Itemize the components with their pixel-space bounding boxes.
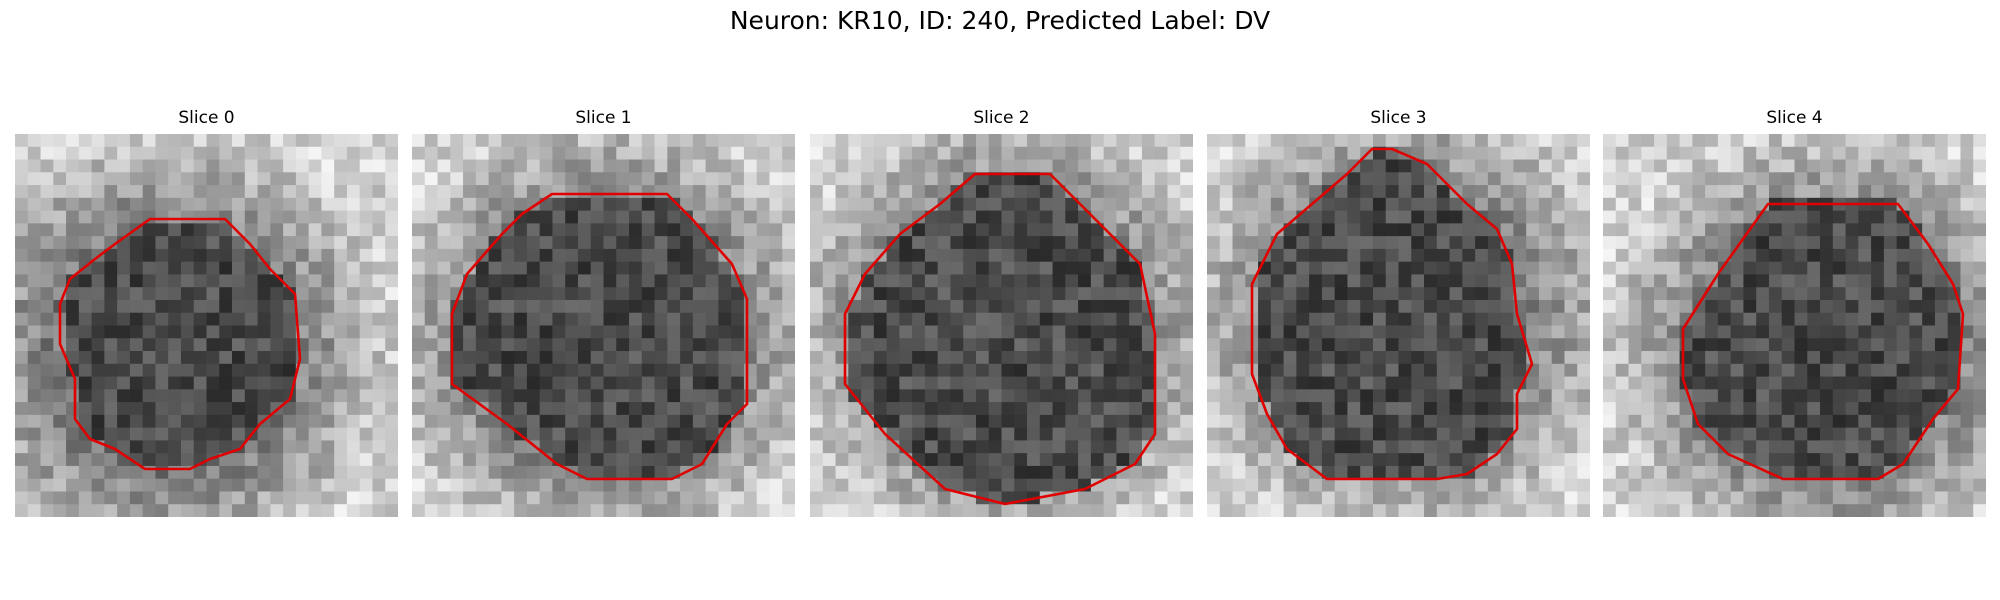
slice-image-4 [1603,134,1986,517]
slice-panel-1: Slice 1 [412,108,795,517]
noise-pixels [412,134,795,517]
slice-panel-2: Slice 2 [810,108,1193,517]
slice-image-0 [15,134,398,517]
slice-title: Slice 0 [178,108,235,128]
slice-title: Slice 2 [973,108,1030,128]
noise-pixels [1603,134,1986,517]
slice-title: Slice 3 [1370,108,1427,128]
figure-title: Neuron: KR10, ID: 240, Predicted Label: … [729,6,1271,35]
noise-pixels [810,134,1193,517]
roi-contour [1681,202,1965,481]
roi-contour [1250,147,1534,481]
slice-panel-4: Slice 4 [1603,108,1986,517]
slice-image-3 [1207,134,1590,517]
slice-title: Slice 4 [1766,108,1823,128]
roi-contour [843,172,1157,506]
slice-title: Slice 1 [575,108,632,128]
noise-pixels [1207,134,1590,517]
slice-image-2 [810,134,1193,517]
roi-contour [58,217,302,471]
slice-panel-0: Slice 0 [15,108,398,517]
slice-panel-3: Slice 3 [1207,108,1590,517]
slice-image-1 [412,134,795,517]
roi-contour [450,192,749,481]
